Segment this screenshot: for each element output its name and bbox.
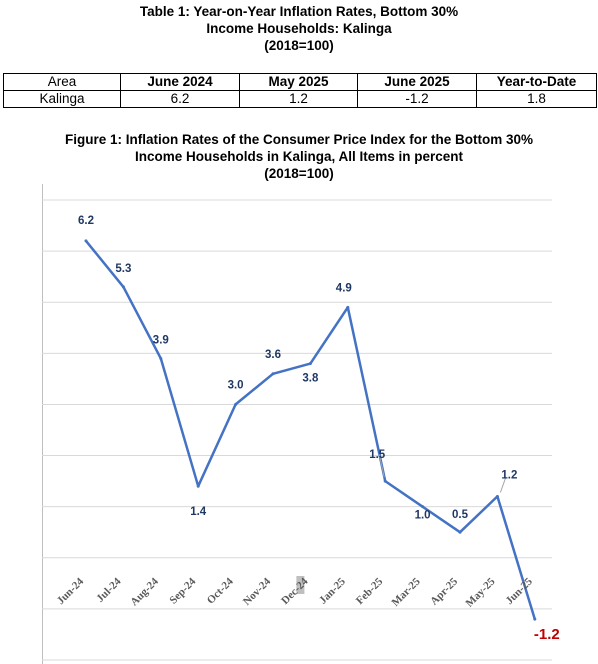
data-label: 1.2	[501, 469, 517, 481]
data-point	[84, 239, 88, 243]
line-chart-svg: 6.2 5.3 3.9 1.4 3.0 3.6 3.8 4.9 1.5 1.0 0.5 1.2 -1.2…	[42, 184, 560, 664]
header-area: Area	[3, 73, 121, 91]
x-tick-label: Jul-24	[94, 575, 124, 605]
data-point	[533, 617, 537, 621]
axis-marker-block	[296, 576, 305, 594]
data-point	[196, 484, 200, 488]
data-point	[159, 356, 163, 360]
data-point	[421, 505, 425, 509]
table-title-line-1: Table 1: Year-on-Year Inflation Rates, B…	[139, 4, 459, 19]
x-tick-label: May-25	[464, 575, 498, 609]
x-tick-label: Mar-25	[389, 575, 423, 609]
x-tick-label: Dec-24	[279, 575, 311, 607]
data-point	[121, 285, 125, 289]
cell-june-2025: -1.2	[357, 90, 477, 108]
data-label: 4.9	[336, 282, 352, 294]
x-tick-label: Aug-24	[128, 575, 161, 608]
data-point	[458, 530, 462, 534]
data-label: 6.2	[78, 215, 94, 227]
x-tick-label: Jun-24	[55, 575, 87, 607]
data-label: 3.0	[228, 379, 244, 391]
data-point	[346, 305, 350, 309]
data-label: 0.5	[452, 509, 469, 521]
data-point	[383, 479, 387, 483]
header-june-2024: June 2024	[120, 73, 240, 91]
data-label: 3.8	[302, 373, 319, 385]
header-year-to-date: Year-to-Date	[476, 73, 597, 91]
data-label: -1.2	[534, 626, 560, 643]
series-line	[84, 239, 537, 621]
data-point	[308, 362, 312, 366]
data-label: 1.4	[190, 506, 207, 518]
leader-line	[378, 454, 385, 478]
header-may-2025: May 2025	[239, 73, 358, 91]
table-title: Table 1: Year-on-Year Inflation Rates, B…	[0, 3, 598, 54]
x-tick-label: Nov-24	[241, 575, 274, 608]
inflation-table: Area June 2024 May 2025 June 2025 Year-t…	[3, 73, 597, 108]
figure-title-line-1: Figure 1: Inflation Rates of the Consume…	[64, 132, 534, 147]
x-tick-label: Apr-25	[428, 575, 460, 607]
data-point	[234, 402, 238, 406]
x-tick-label: Oct-24	[205, 575, 236, 606]
x-tick-label: Jan-25	[317, 575, 348, 606]
line-chart: 6.2 5.3 3.9 1.4 3.0 3.6 3.8 4.9 1.5 1.0 0.5 1.2 -1.2…	[42, 184, 598, 664]
leader-line	[499, 478, 506, 493]
cell-year-to-date: 1.8	[476, 90, 597, 108]
cell-june-2024: 6.2	[120, 90, 240, 108]
table-title-line-2: Income Households: Kalinga	[206, 21, 392, 36]
table-header-row: Area June 2024 May 2025 June 2025 Year-t…	[3, 73, 597, 91]
data-label: 1.5	[369, 449, 386, 461]
data-label: 3.6	[265, 349, 281, 361]
data-point	[271, 372, 275, 376]
x-tick-label: Feb-25	[354, 575, 386, 607]
table-row: Kalinga 6.2 1.2 -1.2 1.8	[3, 90, 597, 108]
data-label: 1.0	[415, 510, 431, 522]
figure-title-line-3: (2018=100)	[264, 166, 334, 181]
header-june-2025: June 2025	[357, 73, 477, 91]
table-title-line-3: (2018=100)	[264, 38, 334, 53]
data-label: 5.3	[115, 263, 131, 275]
data-label: 3.9	[153, 334, 169, 346]
x-tick-label: Sep-24	[167, 575, 198, 606]
data-point	[495, 494, 499, 498]
cell-may-2025: 1.2	[239, 90, 358, 108]
cell-area: Kalinga	[3, 90, 121, 108]
figure-title: Figure 1: Inflation Rates of the Consume…	[0, 131, 598, 182]
figure-title-line-2: Income Households in Kalinga, All Items …	[134, 149, 464, 164]
